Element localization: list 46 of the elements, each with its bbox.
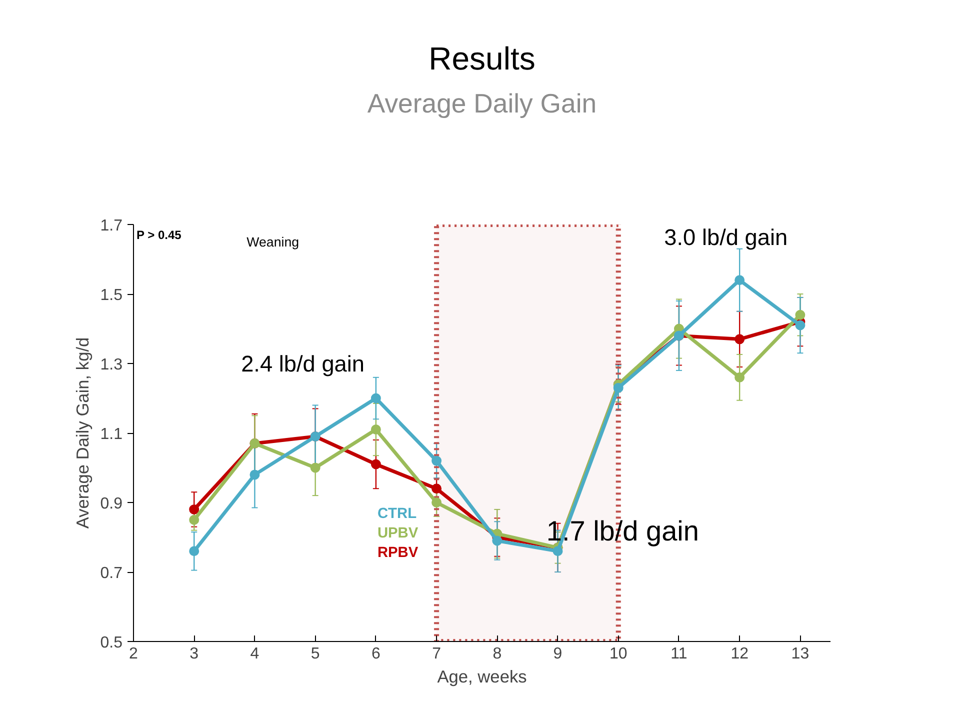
y-tick-label: 0.7 xyxy=(100,565,123,582)
point xyxy=(552,546,563,556)
y-tick-label: 0.9 xyxy=(100,496,123,512)
x-tick-label: 4 xyxy=(250,646,260,662)
point xyxy=(795,310,806,320)
point xyxy=(370,459,381,470)
x-tick-label: 11 xyxy=(670,646,688,662)
point xyxy=(795,320,806,330)
point xyxy=(613,382,624,393)
x-tick-label: 6 xyxy=(371,646,380,662)
x-tick-label: 13 xyxy=(791,646,810,662)
point xyxy=(734,372,745,382)
point xyxy=(432,498,442,508)
x-tick-label: 5 xyxy=(310,646,320,662)
y-tick-label: 1.5 xyxy=(100,287,123,304)
annotation: P > 0.45 xyxy=(136,228,182,242)
point xyxy=(189,514,200,525)
x-tick-label: 12 xyxy=(730,646,749,662)
point xyxy=(189,504,200,514)
annotation: 2.4 lb/d gain xyxy=(241,350,365,376)
point xyxy=(189,546,200,556)
point xyxy=(370,424,381,435)
x-tick-label: 10 xyxy=(609,646,628,662)
point xyxy=(734,334,745,344)
point xyxy=(492,536,502,546)
x-tick-label: 7 xyxy=(432,646,442,662)
y-axis-title: Average Daily Gain, kg/d xyxy=(72,337,92,529)
text: CTRL xyxy=(377,506,417,522)
point xyxy=(432,456,442,466)
y-tick-label: 1.1 xyxy=(100,426,123,443)
x-tick-label: 8 xyxy=(492,646,502,662)
x-axis-title: Age, weeks xyxy=(437,666,528,686)
text: RPBV xyxy=(377,544,418,561)
x-tick-label: 3 xyxy=(190,646,199,662)
x-tick-label: 2 xyxy=(129,646,138,662)
chart-subtitle: Average Daily Gain xyxy=(367,88,597,118)
annotation: 3.0 lb/d gain xyxy=(664,224,788,250)
chart-title: Results xyxy=(428,40,536,76)
y-tick-label: 1.3 xyxy=(100,356,123,374)
annotation: Weaning xyxy=(246,234,300,250)
x-tick-label: 9 xyxy=(553,646,562,662)
point xyxy=(432,484,442,494)
point xyxy=(734,275,745,286)
y-tick-label: 0.5 xyxy=(100,634,123,652)
series-label: UPBV xyxy=(377,525,418,542)
y-tick-label: 1.7 xyxy=(100,218,123,234)
